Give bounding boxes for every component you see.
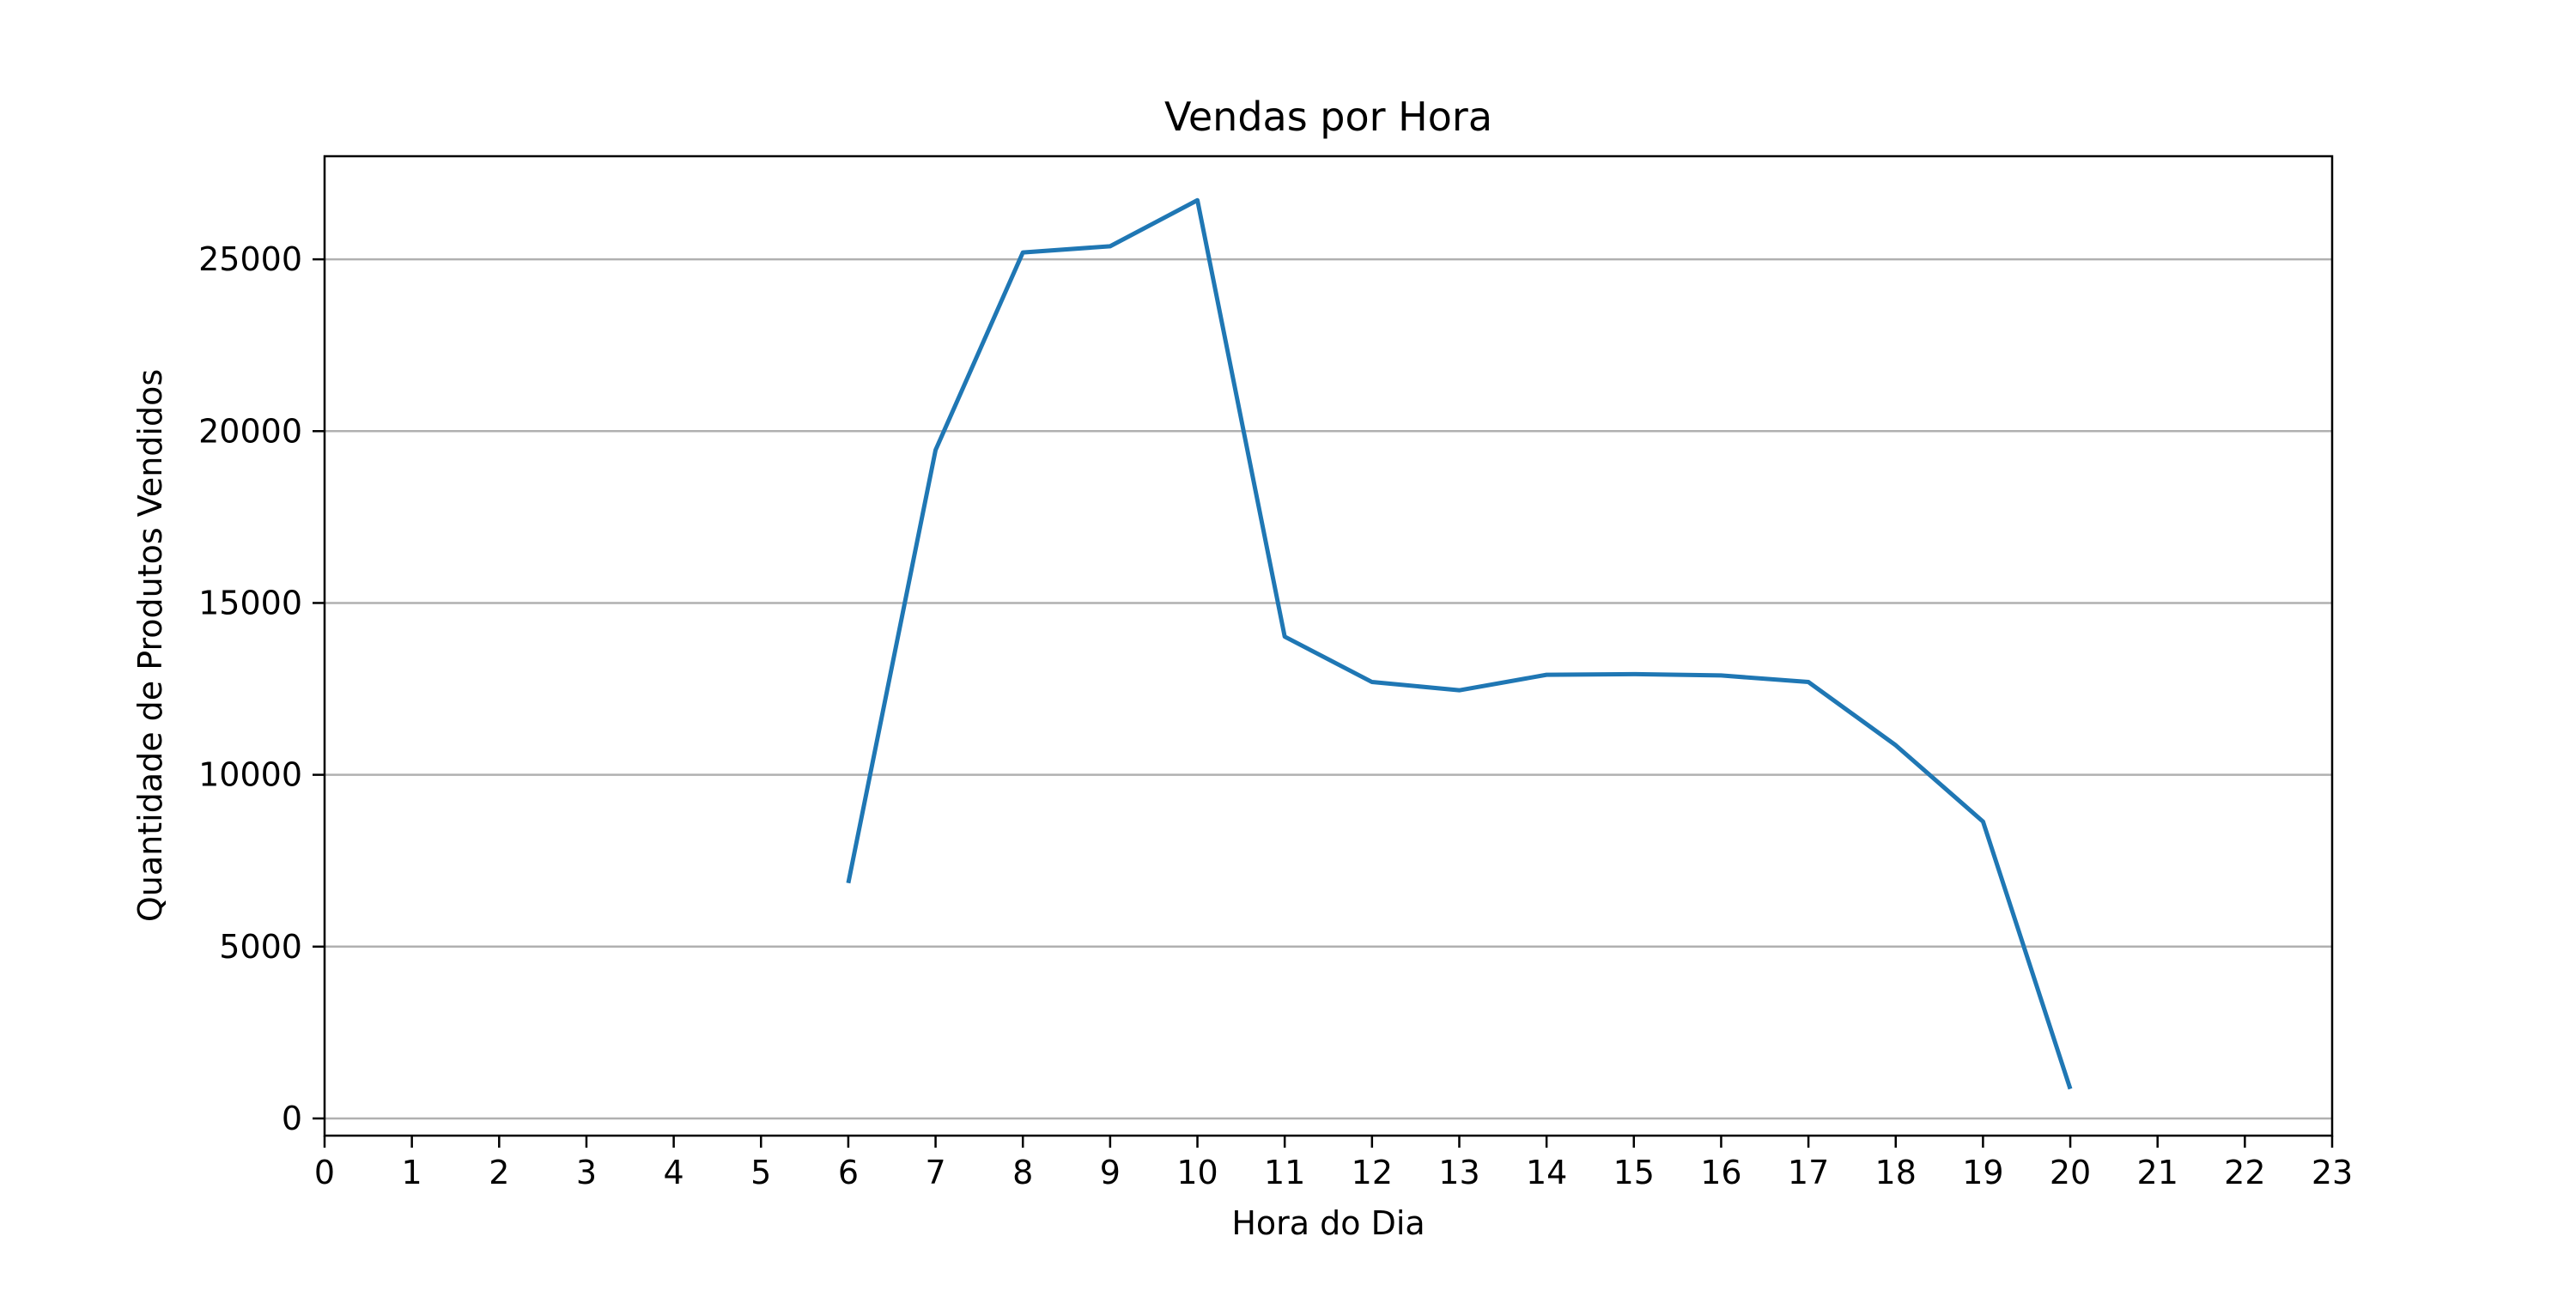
x-tick-label: 12 (1352, 1154, 1393, 1191)
x-tick-label: 8 (1012, 1154, 1033, 1191)
x-tick-label: 10 (1176, 1154, 1218, 1191)
x-tick-label: 6 (838, 1154, 859, 1191)
y-tick-label: 5000 (219, 928, 302, 966)
series-layer (846, 197, 2073, 1090)
x-axis-ticks: 0 1 2 3 4 5 6 7 8 9 10 11 12 13 14 15 16 17 18 19 20 21 22 23 (314, 1136, 2353, 1191)
x-tick-label: 16 (1700, 1154, 1741, 1191)
x-tick-label: 7 (925, 1154, 945, 1191)
chart-title: Vendas por Hora (1164, 94, 1492, 140)
y-tick-label: 10000 (198, 756, 302, 794)
y-tick-label: 15000 (198, 584, 302, 621)
x-tick-label: 5 (750, 1154, 771, 1191)
y-tick-label: 20000 (198, 412, 302, 450)
x-tick-label: 2 (489, 1154, 509, 1191)
x-tick-label: 17 (1788, 1154, 1829, 1191)
x-tick-label: 19 (1962, 1154, 2003, 1191)
grid-lines (325, 258, 2332, 1120)
x-tick-label: 21 (2137, 1154, 2178, 1191)
y-tick-label: 25000 (198, 240, 302, 278)
x-tick-label: 1 (402, 1154, 422, 1191)
plot-area-frame (323, 155, 2334, 1137)
x-tick-label: 18 (1875, 1154, 1917, 1191)
x-tick-label: 14 (1526, 1154, 1567, 1191)
x-tick-label: 11 (1264, 1154, 1305, 1191)
y-axis-label: Quantidade de Produtos Vendidos (131, 369, 169, 922)
x-tick-label: 9 (1100, 1154, 1121, 1191)
x-tick-label: 20 (2050, 1154, 2091, 1191)
y-tick-label: 0 (282, 1100, 302, 1137)
x-tick-label: 4 (664, 1154, 684, 1191)
x-tick-label: 0 (314, 1154, 335, 1191)
x-tick-label: 22 (2224, 1154, 2265, 1191)
x-tick-label: 3 (576, 1154, 597, 1191)
y-axis-ticks: 0 5000 10000 15000 20000 25000 (198, 240, 325, 1137)
x-tick-label: 15 (1613, 1154, 1655, 1191)
x-axis-label: Hora do Dia (1231, 1204, 1425, 1242)
x-tick-label: 13 (1438, 1154, 1479, 1191)
x-tick-label: 23 (2312, 1154, 2353, 1191)
series-line-0 (846, 197, 2073, 1090)
